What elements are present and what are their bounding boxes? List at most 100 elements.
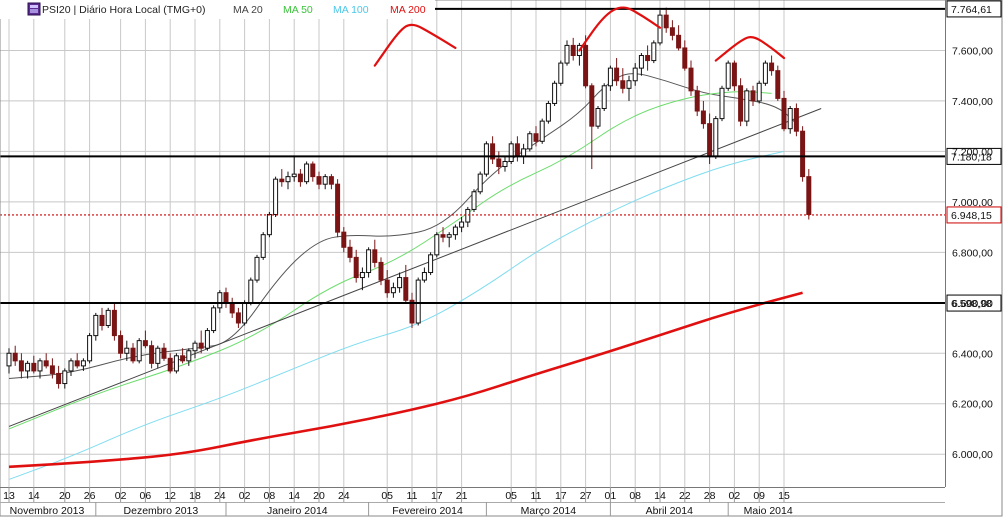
candle-body[interactable] (285, 176, 291, 183)
candle-body[interactable] (663, 14, 669, 29)
candle-body[interactable] (322, 176, 328, 185)
candle-body[interactable] (180, 355, 186, 362)
candle-body[interactable] (56, 372, 62, 385)
legend-ma100[interactable]: MA 100 (333, 4, 369, 16)
candle-body[interactable] (762, 62, 768, 84)
candle-body[interactable] (459, 221, 465, 228)
candle-body[interactable] (359, 272, 365, 279)
candle-body[interactable] (781, 97, 787, 130)
candle-body[interactable] (552, 82, 558, 104)
candle-body[interactable] (173, 355, 179, 372)
legend-ma20[interactable]: MA 20 (233, 4, 263, 16)
candle-body[interactable] (136, 340, 142, 362)
candle-body[interactable] (589, 85, 595, 127)
candle-body[interactable] (694, 90, 700, 112)
candle-body[interactable] (539, 120, 545, 142)
candle-body[interactable] (229, 302, 235, 314)
candle-body[interactable] (273, 178, 279, 215)
candle-body[interactable] (502, 160, 508, 168)
candle-body[interactable] (607, 67, 613, 87)
candle-body[interactable] (25, 362, 31, 372)
candle-body[interactable] (304, 163, 310, 183)
candle-body[interactable] (533, 133, 539, 142)
candle-body[interactable] (676, 34, 682, 49)
candle-body[interactable] (700, 110, 706, 125)
candle-body[interactable] (211, 307, 217, 332)
candle-body[interactable] (428, 254, 434, 274)
candle-body[interactable] (471, 191, 477, 210)
candle-body[interactable] (235, 312, 241, 324)
candle-body[interactable] (806, 176, 812, 215)
candle-body[interactable] (353, 256, 359, 279)
candle-body[interactable] (18, 360, 24, 372)
candle-body[interactable] (266, 213, 272, 236)
candle-body[interactable] (279, 178, 285, 183)
candle-body[interactable] (440, 234, 446, 238)
candle-body[interactable] (37, 360, 43, 372)
candle-body[interactable] (87, 335, 93, 362)
candle-body[interactable] (756, 82, 762, 102)
candle-body[interactable] (204, 330, 210, 349)
candle-body[interactable] (161, 347, 167, 359)
candle-body[interactable] (632, 67, 638, 82)
candle-body[interactable] (192, 342, 198, 352)
candle-body[interactable] (390, 287, 396, 294)
candle-body[interactable] (291, 173, 297, 178)
candle-body[interactable] (93, 314, 99, 337)
candle-body[interactable] (638, 55, 644, 69)
candle-body[interactable] (167, 357, 173, 372)
candle-body[interactable] (409, 299, 415, 324)
candle-body[interactable] (545, 102, 551, 122)
candle-body[interactable] (242, 302, 248, 324)
candle-body[interactable] (626, 80, 632, 89)
legend-ma50[interactable]: MA 50 (283, 4, 313, 16)
ma-line-ma50[interactable] (8, 91, 772, 430)
candle-body[interactable] (378, 261, 384, 281)
candle-body[interactable] (260, 234, 266, 258)
candle-body[interactable] (217, 292, 223, 309)
candle-body[interactable] (719, 87, 725, 120)
ma-line-ma100[interactable] (8, 150, 785, 480)
support-trendline[interactable] (8, 108, 822, 427)
head-shoulders-arc[interactable] (373, 23, 457, 67)
candle-body[interactable] (620, 80, 626, 89)
candle-body[interactable] (744, 90, 750, 122)
candle-body[interactable] (558, 62, 564, 84)
price-axis[interactable]: 6.000,00 6.200,00 6.400,00 6.600,00 6.800,00… (945, 0, 994, 487)
candle-body[interactable] (713, 118, 719, 157)
candle-body[interactable] (725, 62, 731, 89)
candle-body[interactable] (688, 67, 694, 92)
candle-body[interactable] (800, 130, 806, 178)
candle-body[interactable] (657, 14, 663, 44)
candle-body[interactable] (68, 360, 74, 372)
candle-body[interactable] (583, 44, 589, 87)
ma-line-ma20[interactable] (8, 73, 797, 379)
candle-body[interactable] (496, 158, 502, 168)
candle-body[interactable] (49, 365, 55, 374)
candle-body[interactable] (651, 42, 657, 62)
candle-body[interactable] (669, 27, 675, 36)
candle-body[interactable] (434, 234, 440, 256)
candle-body[interactable] (335, 183, 341, 233)
candle-body[interactable] (707, 123, 713, 157)
candle-body[interactable] (80, 360, 86, 367)
candle-body[interactable] (645, 55, 651, 62)
candle-body[interactable] (223, 292, 229, 304)
candle-body[interactable] (62, 370, 68, 385)
candle-body[interactable] (142, 340, 148, 347)
instrument-icon[interactable] (27, 2, 41, 16)
candle-body[interactable] (403, 277, 409, 301)
candle-body[interactable] (297, 173, 303, 183)
candle-body[interactable] (6, 352, 12, 367)
candle-body[interactable] (118, 335, 124, 354)
candle-body[interactable] (347, 246, 353, 258)
candle-body[interactable] (111, 309, 117, 337)
legend-ma200[interactable]: MA 200 (390, 4, 426, 16)
candle-body[interactable] (564, 44, 570, 64)
candle-body[interactable] (731, 62, 737, 87)
candle-body[interactable] (74, 360, 80, 367)
candle-body[interactable] (198, 342, 204, 349)
candle-body[interactable] (421, 272, 427, 281)
candle-body[interactable] (316, 176, 322, 185)
